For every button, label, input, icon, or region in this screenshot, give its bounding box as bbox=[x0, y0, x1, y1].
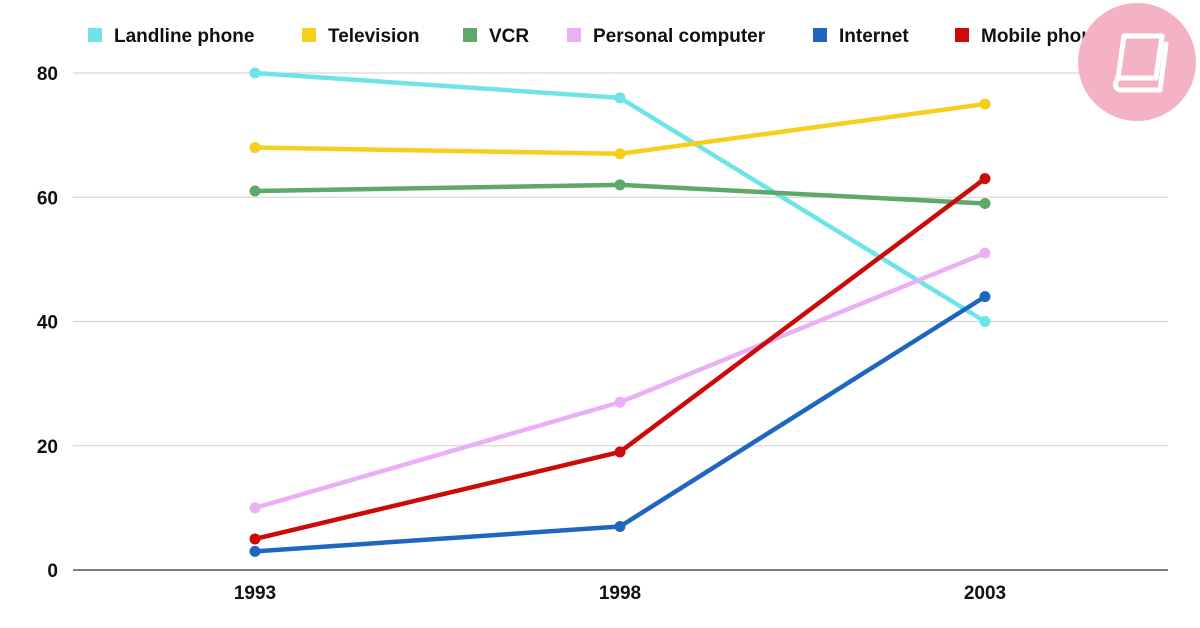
x-tick-label: 2003 bbox=[964, 583, 1006, 604]
gridlines bbox=[73, 72, 1168, 447]
y-axis-ticks: 0 20 40 60 80 bbox=[37, 64, 58, 582]
series-line bbox=[252, 176, 988, 542]
legend-item: Personal computer bbox=[567, 26, 766, 47]
y-tick-label: 40 bbox=[37, 313, 58, 334]
legend: Landline phone Television VCR Personal comp… bbox=[88, 26, 1103, 47]
legend-swatch bbox=[567, 28, 581, 42]
data-point bbox=[614, 396, 626, 408]
y-tick-label: 20 bbox=[37, 437, 58, 458]
data-point bbox=[249, 502, 261, 514]
data-point bbox=[614, 521, 626, 533]
x-tick-label: 1998 bbox=[599, 583, 641, 604]
logo-badge bbox=[1078, 3, 1196, 121]
series-personal-computer bbox=[249, 247, 991, 514]
legend-swatch bbox=[813, 28, 827, 42]
data-point bbox=[614, 446, 626, 458]
legend-label: Television bbox=[328, 26, 420, 47]
data-point bbox=[979, 98, 991, 110]
legend-item: Internet bbox=[813, 26, 909, 47]
data-point bbox=[979, 247, 991, 259]
series-internet bbox=[249, 291, 991, 557]
data-point bbox=[249, 142, 261, 154]
legend-item: VCR bbox=[463, 26, 529, 47]
legend-swatch bbox=[955, 28, 969, 42]
legend-swatch bbox=[88, 28, 102, 42]
y-tick-label: 0 bbox=[47, 561, 58, 582]
data-point bbox=[249, 533, 261, 545]
series-television bbox=[249, 98, 991, 160]
data-point bbox=[249, 185, 261, 197]
data-point bbox=[614, 179, 626, 191]
data-point bbox=[614, 92, 626, 104]
data-point bbox=[249, 67, 261, 79]
series-vcr bbox=[249, 179, 991, 209]
data-point bbox=[979, 291, 991, 303]
y-tick-label: 60 bbox=[37, 188, 58, 209]
book-icon bbox=[1112, 33, 1169, 93]
data-point bbox=[614, 148, 626, 160]
data-point bbox=[979, 173, 991, 185]
legend-item: Mobile phone bbox=[955, 26, 1103, 47]
data-point bbox=[979, 316, 991, 327]
legend-item: Landline phone bbox=[88, 26, 254, 47]
series bbox=[249, 67, 991, 557]
legend-swatch bbox=[302, 28, 316, 42]
x-tick-label: 1993 bbox=[234, 583, 276, 604]
legend-swatch bbox=[463, 28, 477, 42]
legend-label: Personal computer bbox=[593, 26, 766, 47]
series-line bbox=[252, 101, 988, 157]
legend-label: Landline phone bbox=[114, 26, 254, 47]
x-axis-ticks: 1993 1998 2003 bbox=[234, 583, 1006, 604]
series-mobile-phone bbox=[249, 173, 991, 545]
series-line bbox=[252, 250, 988, 511]
legend-label: Mobile phone bbox=[981, 26, 1103, 47]
legend-item: Television bbox=[302, 26, 420, 47]
y-tick-label: 80 bbox=[37, 64, 58, 85]
legend-label: Internet bbox=[839, 26, 909, 47]
data-point bbox=[249, 545, 261, 557]
series-landline-phone bbox=[249, 67, 991, 327]
legend-label: VCR bbox=[489, 26, 529, 47]
logo-circle bbox=[1078, 3, 1196, 121]
data-point bbox=[979, 197, 991, 209]
